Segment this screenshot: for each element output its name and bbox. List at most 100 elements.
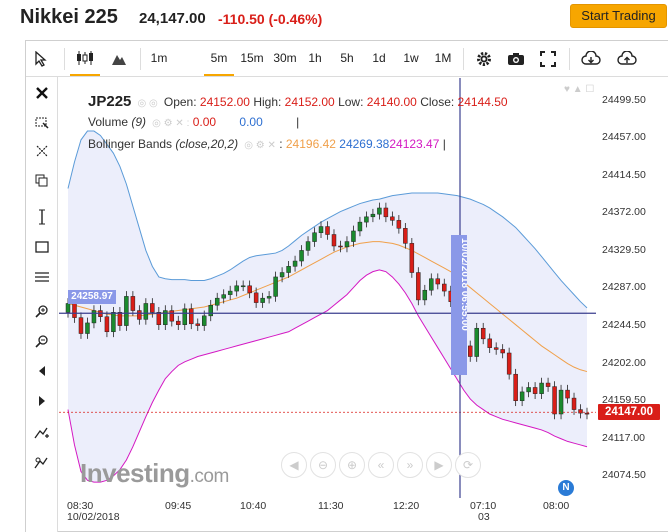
candle-body	[357, 221, 363, 232]
fullscreen-icon[interactable]	[536, 41, 560, 76]
nav-zoom-out-icon[interactable]: ⊖	[310, 452, 336, 478]
nav-end-icon[interactable]: ▶	[426, 452, 452, 478]
candle-body	[240, 285, 246, 288]
scroll-left-icon[interactable]	[26, 357, 58, 385]
candle-body	[331, 234, 337, 247]
candle-body	[85, 322, 90, 334]
crosshair-time-tag: 10/02/2018 06:55:00	[451, 235, 470, 375]
svg-text:10/02/2018 06:55:00: 10/02/2018 06:55:00	[459, 238, 467, 331]
interval-1w[interactable]: 1w	[403, 51, 419, 65]
candle-body	[318, 226, 324, 233]
y-tick-label: 24372.00	[602, 206, 646, 219]
interval-5h[interactable]: 5h	[340, 51, 354, 65]
candle-body	[506, 352, 512, 375]
candle-body	[104, 316, 110, 333]
crosshair-icon[interactable]	[26, 137, 58, 165]
candle-body	[130, 296, 136, 311]
copy-icon[interactable]	[26, 167, 58, 195]
x-tick-label: 11:30	[318, 500, 344, 512]
panel-controls-icon[interactable]: ♥ ▲ ☐	[564, 84, 595, 95]
candle-body	[150, 303, 155, 313]
candle-body	[416, 272, 421, 301]
price-axis[interactable]: 24499.50 24457.00 24414.50 24372.00 24329.50…	[596, 78, 668, 508]
candlestick-chart[interactable]	[59, 78, 596, 498]
candle-body	[493, 347, 499, 350]
chart-toolbar: 1m 5m 15m 30m 1h 5h 1d 1w 1M	[26, 41, 668, 77]
interval-30m[interactable]: 30m	[273, 51, 297, 65]
y-tick-label: 24202.00	[602, 356, 646, 369]
symbol-label: JP225	[88, 93, 132, 110]
instrument-title: Nikkei 225	[20, 6, 118, 28]
y-tick-label: 24117.00	[602, 431, 646, 444]
candle-body	[221, 294, 226, 299]
candle-body	[396, 220, 402, 229]
nav-forward-icon[interactable]: »	[397, 452, 423, 478]
candles-icon[interactable]	[70, 41, 100, 76]
rect-select-icon[interactable]	[26, 109, 58, 137]
candle-body	[189, 308, 194, 325]
bollinger-upper-line	[67, 130, 588, 309]
candle-body	[247, 285, 252, 294]
chart-plot-area[interactable]	[59, 78, 596, 498]
x-tick-label: 08:30	[67, 500, 94, 512]
zoom-in-icon[interactable]	[26, 297, 58, 325]
mountain-icon[interactable]	[106, 41, 132, 76]
upload-icon[interactable]	[614, 41, 640, 76]
candle-body	[487, 338, 492, 348]
camera-icon[interactable]	[504, 41, 528, 76]
interval-1M[interactable]: 1M	[434, 51, 452, 65]
x-tick-label: 08:00	[543, 500, 570, 512]
candle-body	[422, 289, 428, 301]
candle-body	[117, 312, 123, 326]
fib-icon[interactable]	[26, 263, 58, 291]
candle-body	[227, 290, 233, 295]
candle-body	[234, 285, 239, 292]
y-tick-label: 24329.50	[602, 243, 646, 256]
vertical-line-icon[interactable]	[26, 203, 58, 231]
volume-settings-icon[interactable]: ◎ ⚙ ✕ :	[149, 118, 190, 129]
candle-body	[208, 304, 213, 317]
scroll-right-icon[interactable]	[26, 387, 58, 415]
interval-1d[interactable]: 1d	[372, 51, 386, 65]
x-tick-sublabel: 03	[478, 511, 490, 523]
news-badge[interactable]: N	[558, 480, 574, 496]
zoom-out-icon[interactable]	[26, 327, 58, 355]
candle-body	[202, 315, 207, 326]
candle-body	[65, 303, 71, 313]
x-tick-label: 07:10	[470, 500, 497, 512]
candle-body	[370, 213, 376, 218]
candle-body	[279, 272, 285, 278]
y-tick-label: 24414.50	[602, 168, 646, 181]
gear-icon[interactable]	[472, 41, 496, 76]
last-price-tag: 24147.00	[598, 404, 660, 421]
volume-legend: Volume (9) ◎ ⚙ ✕ : 0.00 0.00 |	[88, 115, 300, 129]
download-icon[interactable]	[578, 41, 604, 76]
visibility-icon[interactable]: ◎ ◎	[134, 98, 161, 109]
cursor-icon[interactable]	[28, 41, 54, 76]
interval-1m[interactable]: 1m	[150, 51, 168, 65]
interval-15m[interactable]: 15m	[240, 51, 264, 65]
candle-body	[403, 228, 408, 244]
magnet-icon[interactable]	[26, 449, 58, 477]
start-trading-button[interactable]: Start Trading	[570, 4, 667, 28]
close-icon[interactable]	[26, 79, 58, 107]
nav-back-icon[interactable]: «	[368, 452, 394, 478]
low-value: 24140.00	[366, 95, 417, 109]
candle-body	[111, 312, 116, 333]
candle-body	[351, 230, 356, 242]
nav-reset-icon[interactable]: ⟳	[455, 452, 481, 478]
candle-body	[442, 283, 447, 292]
candle-body	[305, 241, 311, 251]
add-indicator-icon[interactable]	[26, 419, 58, 447]
nav-zoom-in-icon[interactable]: ⊕	[339, 452, 365, 478]
x-tick-sublabel: 10/02/2018	[67, 511, 120, 523]
candle-body	[156, 312, 162, 325]
interval-1h[interactable]: 1h	[308, 51, 322, 65]
interval-5m[interactable]: 5m	[204, 41, 234, 76]
nav-start-icon[interactable]: ◀	[281, 452, 307, 478]
candle-body	[273, 276, 278, 297]
bollinger-settings-icon[interactable]: ◎ ⚙ ✕	[241, 140, 276, 151]
candle-body	[377, 207, 382, 215]
rectangle-icon[interactable]	[26, 233, 58, 261]
candle-body	[143, 303, 149, 320]
